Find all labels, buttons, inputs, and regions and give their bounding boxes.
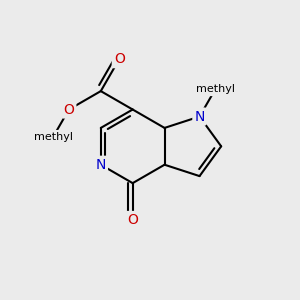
Text: methyl: methyl [196, 84, 235, 94]
Text: O: O [127, 213, 138, 227]
Text: O: O [64, 103, 74, 116]
Text: O: O [114, 52, 124, 66]
Text: N: N [96, 158, 106, 172]
Text: methyl: methyl [34, 132, 73, 142]
Text: N: N [194, 110, 205, 124]
